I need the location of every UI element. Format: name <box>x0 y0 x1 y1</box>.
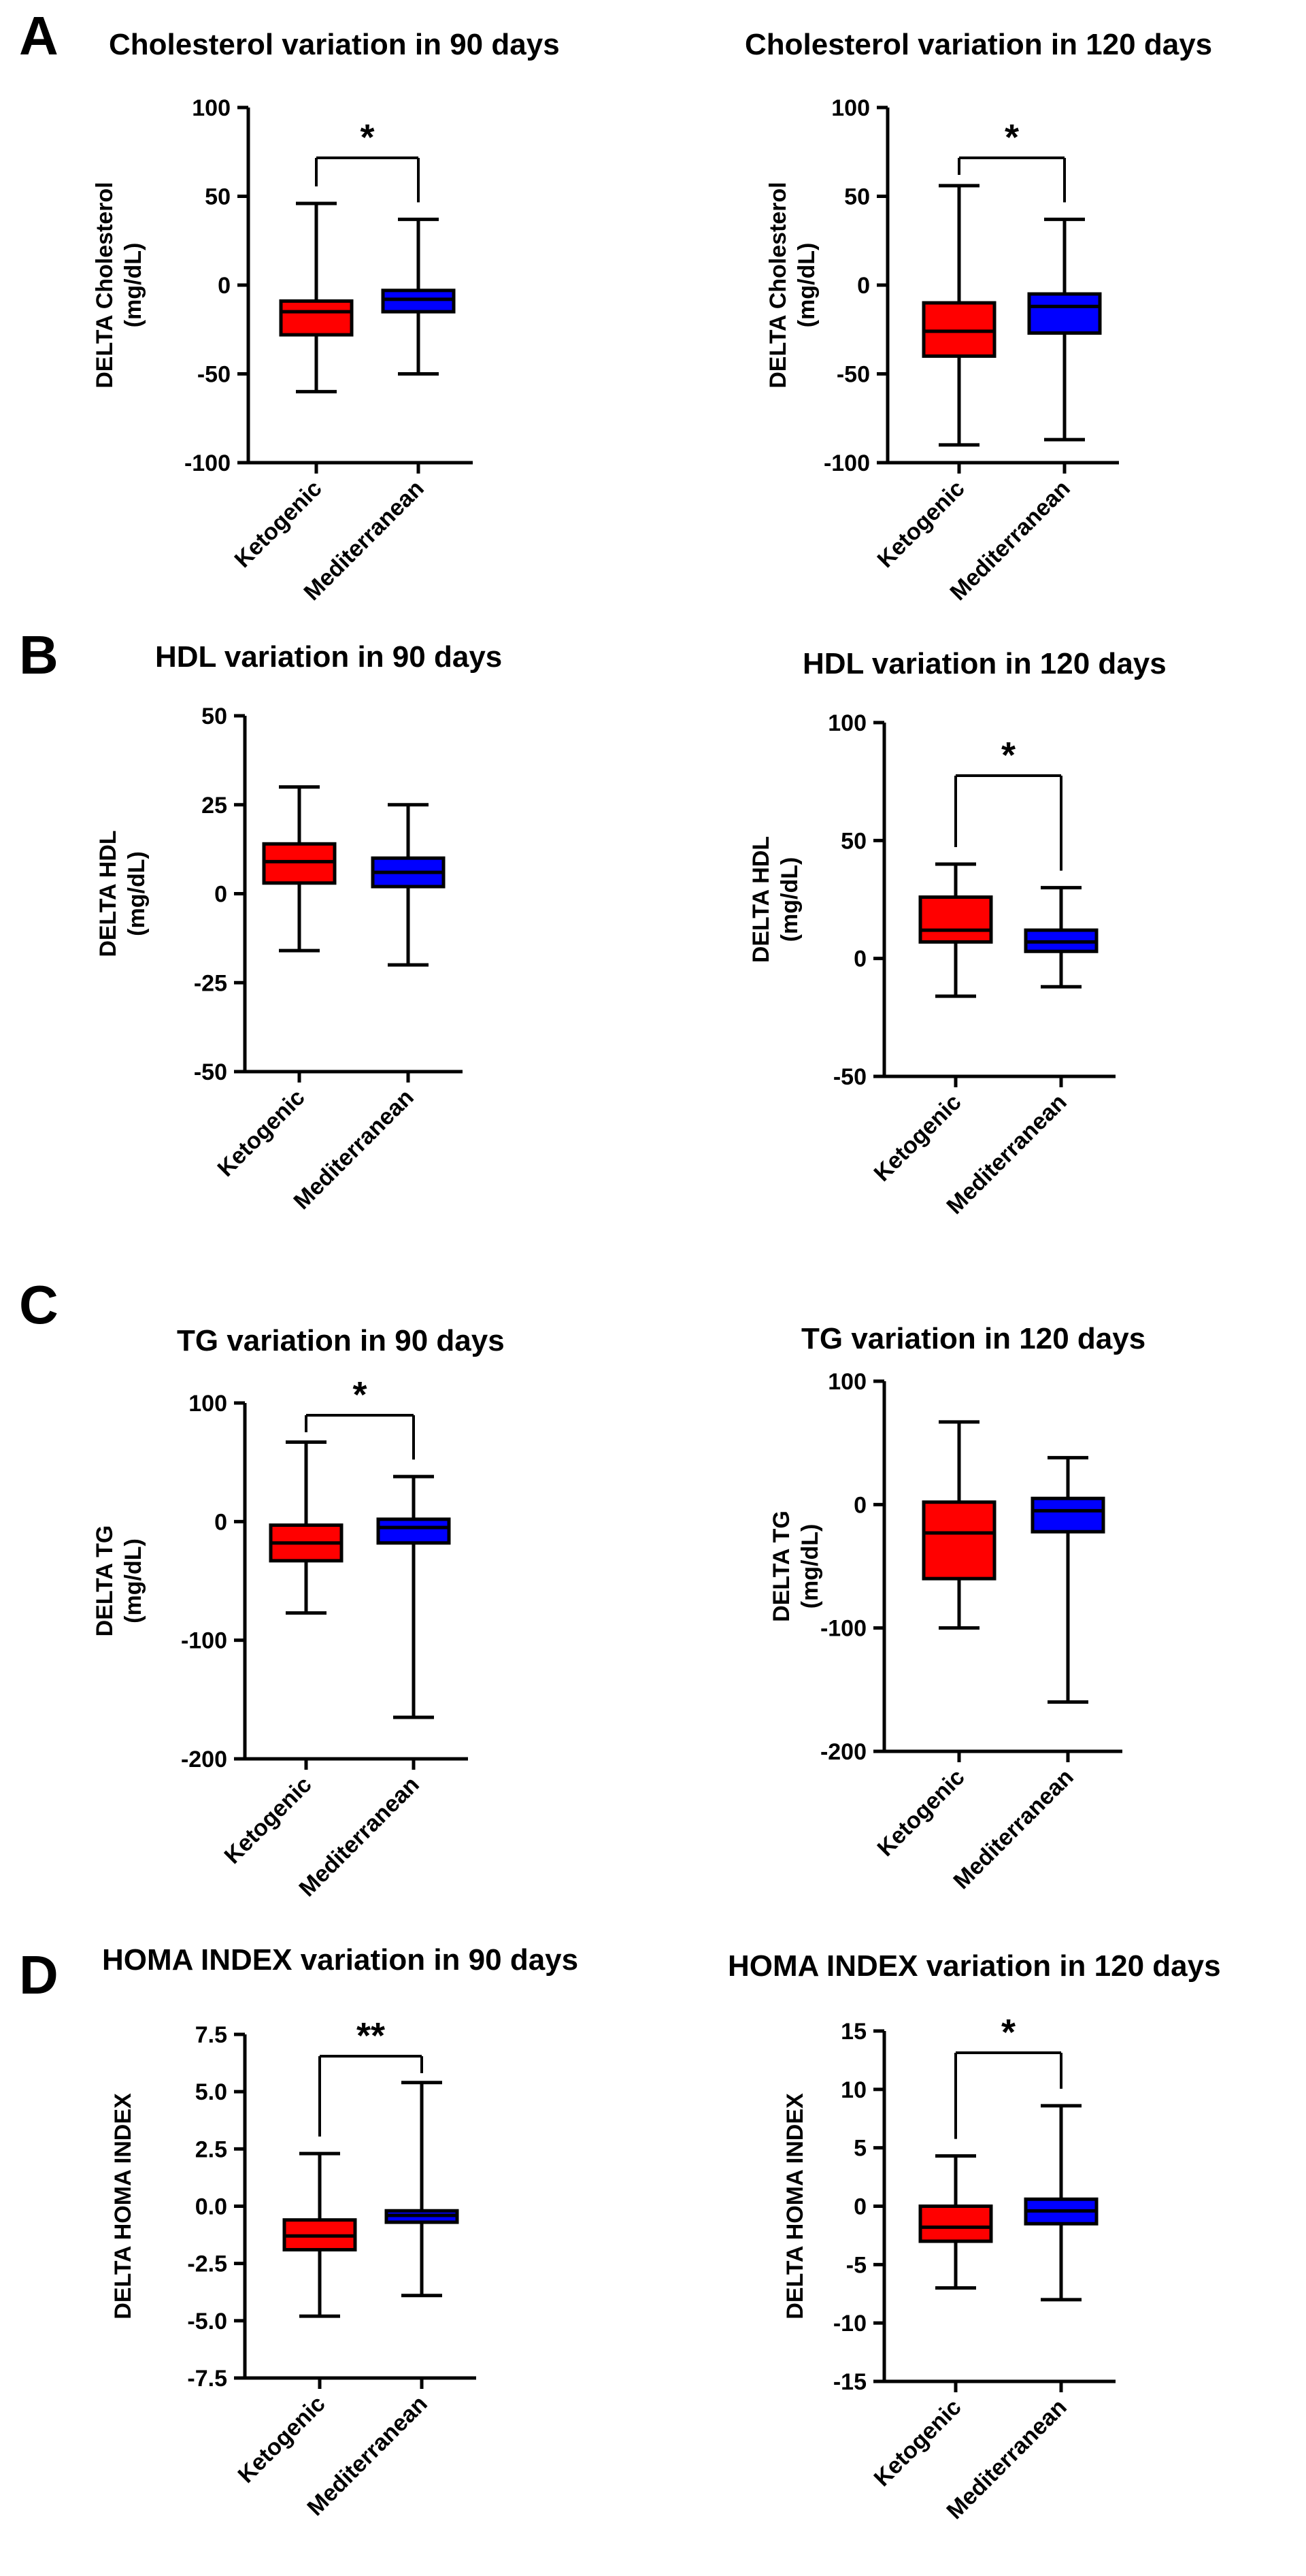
box-ketogenic <box>918 2205 993 2243</box>
chart-title: HOMA INDEX variation in 120 days <box>728 1949 1221 1983</box>
y-tick-label: -10 <box>833 2311 867 2336</box>
y-tick-label: 50 <box>201 704 227 729</box>
y-axis-label: DELTA HDL <box>95 830 121 957</box>
box-ketogenic <box>922 301 997 358</box>
panel-letter: D <box>19 1945 58 2005</box>
y-tick-label: 0 <box>214 882 227 908</box>
y-tick-label: 0 <box>857 273 870 299</box>
y-tick-label: -100 <box>820 1616 867 1642</box>
y-tick-label: 7.5 <box>195 2022 227 2048</box>
y-tick-label: -100 <box>181 1628 227 1654</box>
y-tick-label: -2.5 <box>187 2251 227 2277</box>
y-tick-label: -15 <box>833 2369 867 2395</box>
y-axis-label: DELTA TG <box>769 1510 794 1622</box>
y-tick-label: 100 <box>192 95 231 121</box>
y-tick-label: -5.0 <box>187 2309 227 2334</box>
y-tick-label: 100 <box>831 95 870 121</box>
y-tick-label: -200 <box>820 1739 867 1765</box>
significance-marker: * <box>1001 2012 1016 2053</box>
y-tick-label: 2.5 <box>195 2136 227 2162</box>
significance-marker: * <box>1005 117 1019 158</box>
significance-marker: * <box>360 117 374 158</box>
y-tick-label: 100 <box>828 710 867 736</box>
x-category-label: Ketogenic <box>873 476 970 573</box>
y-axis-label-unit: (mg/dL) <box>120 1538 146 1623</box>
y-tick-label: -50 <box>833 1064 867 1090</box>
y-tick-label: 0 <box>854 1492 867 1518</box>
x-category-label: Ketogenic <box>213 1085 310 1182</box>
y-tick-label: -50 <box>837 362 870 388</box>
chart-title: Cholesterol variation in 120 days <box>745 28 1212 61</box>
y-tick-label: 50 <box>205 184 231 210</box>
y-tick-label: 50 <box>844 184 870 210</box>
y-axis-label-unit: (mg/dL) <box>120 243 146 328</box>
y-tick-label: -25 <box>194 970 227 996</box>
y-tick-label: 0 <box>854 946 867 972</box>
y-axis-label: DELTA TG <box>92 1525 118 1637</box>
box-mediterranean <box>376 1517 451 1545</box>
box-mediterranean <box>1027 292 1102 335</box>
x-category-label: Ketogenic <box>869 1089 967 1187</box>
y-tick-label: 15 <box>841 2019 867 2045</box>
chart-title: HDL variation in 90 days <box>155 640 502 674</box>
box-ketogenic <box>279 299 354 337</box>
y-tick-label: -200 <box>181 1747 227 1772</box>
chart-title: HDL variation in 120 days <box>803 647 1167 680</box>
box-ketogenic <box>918 895 993 944</box>
panel-letter: C <box>19 1274 58 1335</box>
y-axis-label: DELTA HOMA INDEX <box>782 2093 808 2319</box>
y-tick-label: 0 <box>854 2194 867 2220</box>
x-category-label: Ketogenic <box>230 476 327 573</box>
y-tick-label: -7.5 <box>187 2366 227 2392</box>
x-category-label: Ketogenic <box>233 2391 331 2488</box>
x-category-label: Ketogenic <box>220 1772 317 1869</box>
significance-marker: ** <box>356 2015 385 2056</box>
y-tick-label: -50 <box>197 362 231 388</box>
significance-marker: * <box>1001 735 1016 776</box>
y-tick-label: 10 <box>841 2077 867 2103</box>
y-axis-label: DELTA Cholesterol <box>92 182 118 389</box>
y-tick-label: 0 <box>214 1509 227 1535</box>
chart-title: TG variation in 90 days <box>177 1324 505 1357</box>
y-tick-label: -100 <box>184 450 231 476</box>
y-tick-label: 100 <box>188 1391 227 1417</box>
y-axis-label-unit: (mg/dL) <box>124 851 150 936</box>
y-axis-label: DELTA HDL <box>748 836 774 963</box>
y-axis-label-unit: (mg/dL) <box>797 1524 823 1609</box>
chart-title: TG variation in 120 days <box>801 1322 1145 1355</box>
y-axis-label-unit: (mg/dL) <box>794 243 820 328</box>
y-tick-label: 100 <box>828 1369 867 1395</box>
x-category-label: Ketogenic <box>869 2394 967 2492</box>
chart-title: Cholesterol variation in 90 days <box>109 28 560 61</box>
chart-title: HOMA INDEX variation in 90 days <box>102 1943 578 1977</box>
y-tick-label: 0.0 <box>195 2194 227 2220</box>
y-tick-label: 5.0 <box>195 2079 227 2105</box>
box-ketogenic <box>262 842 337 885</box>
y-axis-label: DELTA Cholesterol <box>765 182 791 389</box>
y-tick-label: 5 <box>854 2136 867 2162</box>
y-tick-label: -50 <box>194 1059 227 1085</box>
y-tick-label: 50 <box>841 828 867 854</box>
y-axis-label: DELTA HOMA INDEX <box>110 2093 136 2319</box>
box-mediterranean <box>381 288 456 314</box>
y-tick-label: 25 <box>201 793 227 819</box>
y-tick-label: 0 <box>218 273 231 299</box>
significance-marker: * <box>352 1374 367 1415</box>
x-category-label: Ketogenic <box>873 1764 970 1862</box>
box-ketogenic <box>922 1500 997 1581</box>
y-tick-label: -5 <box>846 2252 867 2278</box>
y-axis-label-unit: (mg/dL) <box>777 857 803 942</box>
box-mediterranean <box>1031 1496 1105 1534</box>
panel-letter: A <box>19 5 58 66</box>
y-tick-label: -100 <box>824 450 870 476</box>
panel-letter: B <box>19 625 58 685</box>
